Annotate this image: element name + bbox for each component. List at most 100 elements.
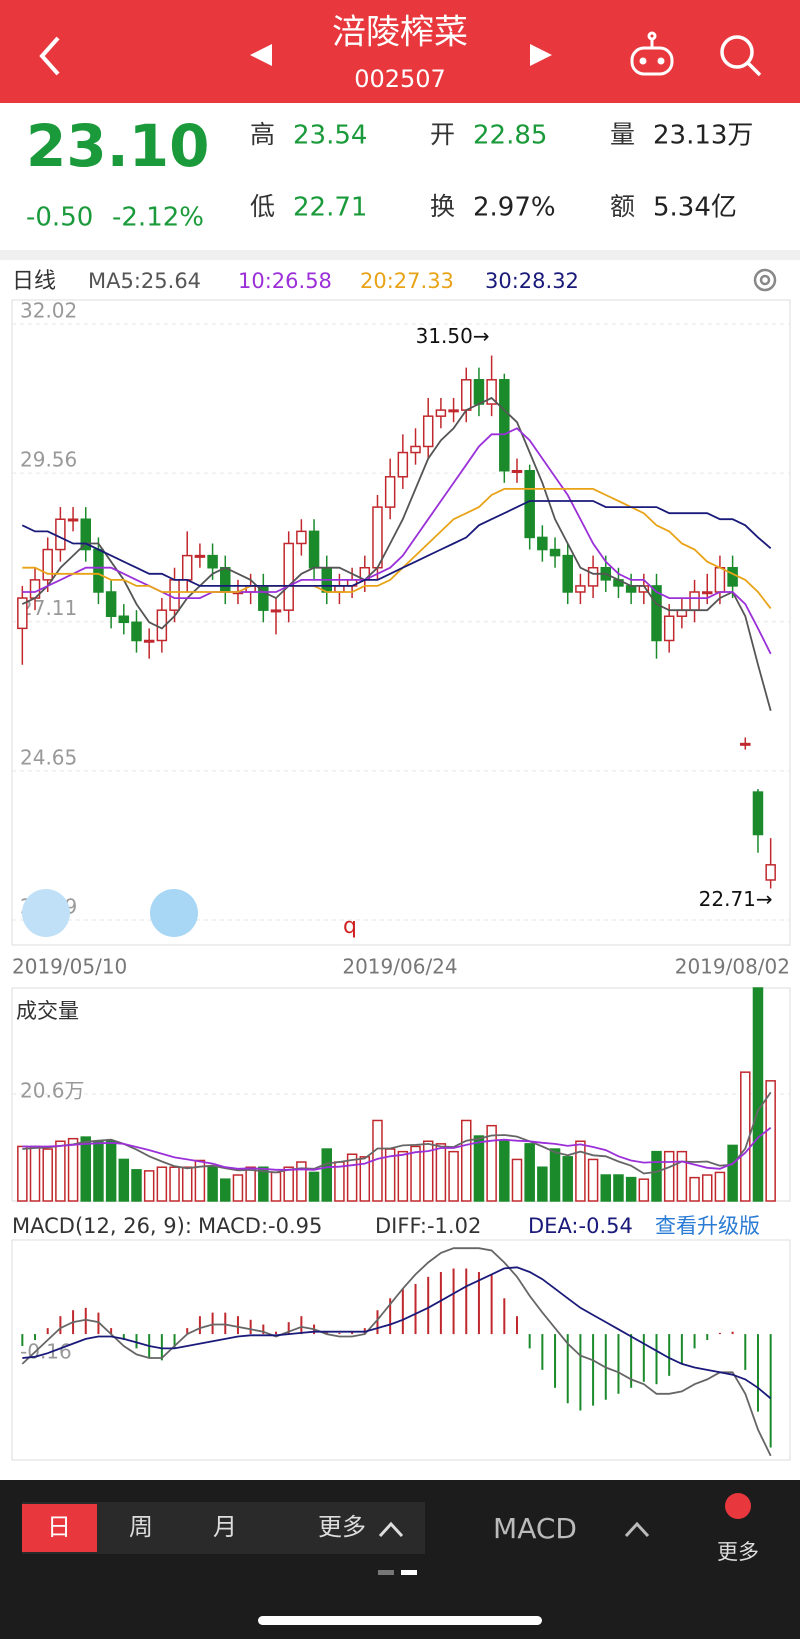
fullscreen-button[interactable] xyxy=(150,889,198,937)
candle-body xyxy=(308,530,320,569)
volume-ma-line xyxy=(22,1126,772,1171)
prev-stock[interactable] xyxy=(250,44,272,66)
home-indicator xyxy=(258,1616,542,1625)
candle-body xyxy=(524,469,535,539)
candle-body xyxy=(334,585,345,593)
candle-body xyxy=(663,615,675,642)
price: 23.10 xyxy=(26,112,209,180)
volume-bar xyxy=(549,1148,561,1202)
macd-label: DIFF:-1.02 xyxy=(375,1214,481,1238)
volume-bar xyxy=(67,1137,79,1202)
ma-line xyxy=(21,396,772,712)
volume-bar xyxy=(245,1166,256,1202)
volume-bar xyxy=(625,1176,637,1202)
chevron xyxy=(624,1521,650,1538)
page-dot xyxy=(401,1570,417,1575)
date-label: 2019/08/02 xyxy=(675,955,790,979)
volume-bar xyxy=(410,1145,421,1202)
candle-body xyxy=(537,536,548,551)
indicator-select[interactable]: MACD xyxy=(493,1512,577,1545)
back-button[interactable] xyxy=(39,36,60,76)
candle-body xyxy=(105,591,117,617)
more-button[interactable]: 更多 xyxy=(717,1540,759,1564)
candle-body xyxy=(511,469,523,473)
candle-body xyxy=(296,530,307,545)
candle-body xyxy=(486,379,497,405)
volume-bar xyxy=(181,1166,193,1202)
volume-bar xyxy=(169,1166,180,1202)
candle-body xyxy=(17,597,28,630)
candle-body xyxy=(435,409,447,417)
y-tick-label: -0.16 xyxy=(20,1340,72,1364)
volume-bar xyxy=(334,1161,345,1202)
volume-bar xyxy=(435,1143,447,1202)
candle-body xyxy=(765,864,776,881)
candle-body xyxy=(701,591,713,595)
macd-label: MACD(12, 26, 9): xyxy=(12,1214,192,1238)
candle-body xyxy=(93,548,104,593)
change-pct: -2.12% xyxy=(112,203,204,233)
date-label: 2019/06/24 xyxy=(342,955,457,979)
field-label: 换 xyxy=(430,192,455,221)
volume-bar xyxy=(701,1174,713,1202)
ma-line xyxy=(22,488,772,609)
volume-bar xyxy=(29,1145,41,1202)
chevron xyxy=(378,1521,404,1538)
candle-body xyxy=(651,585,662,642)
candle-body xyxy=(575,585,586,593)
candle-body xyxy=(194,554,206,558)
volume-bar xyxy=(143,1170,155,1202)
volume-bar xyxy=(156,1166,168,1202)
y-tick-label: 29.56 xyxy=(20,448,77,472)
low-label: 22.71→ xyxy=(699,887,773,911)
y-tick-label: 24.65 xyxy=(20,745,77,769)
tab[interactable]: 周 xyxy=(129,1513,153,1541)
volume-bar xyxy=(499,1140,510,1202)
volume-bar xyxy=(194,1159,206,1202)
y-tick-label: 27.11 xyxy=(20,596,77,620)
robot-icon[interactable] xyxy=(630,31,674,76)
volume-bar xyxy=(346,1153,358,1202)
volume-bar xyxy=(765,1080,776,1202)
volume-bar xyxy=(752,987,764,1202)
field-value: 5.34亿 xyxy=(653,193,737,223)
candle-body xyxy=(549,548,561,557)
volume-bar xyxy=(270,1171,282,1202)
candle-body xyxy=(461,379,472,411)
volume-bar xyxy=(461,1119,472,1202)
separator xyxy=(0,250,800,260)
stock-code: 002507 xyxy=(354,65,446,93)
y-tick-label: 32.02 xyxy=(20,299,77,323)
volume-bar xyxy=(473,1135,485,1202)
next-stock[interactable] xyxy=(530,44,552,66)
settings-icon[interactable] xyxy=(753,268,777,292)
candle-body xyxy=(55,518,66,551)
field-label: 高 xyxy=(250,120,275,149)
expand-button[interactable] xyxy=(22,889,70,937)
dea-line xyxy=(22,1266,772,1400)
candle-body xyxy=(181,554,193,581)
field-value: 23.54 xyxy=(293,121,367,151)
volume-bar xyxy=(422,1140,434,1202)
search-icon[interactable] xyxy=(720,35,762,77)
candle-body xyxy=(689,591,700,611)
page-dot xyxy=(378,1570,394,1575)
volume-bar xyxy=(131,1169,142,1202)
volume-bar xyxy=(359,1156,371,1202)
candle-body xyxy=(270,609,282,613)
field-label: 额 xyxy=(610,192,635,221)
tab[interactable]: 月 xyxy=(213,1513,237,1541)
tab[interactable]: 日 xyxy=(47,1513,71,1541)
volume-bar xyxy=(562,1156,573,1202)
candle-body xyxy=(625,585,637,593)
candle-body xyxy=(220,566,231,593)
volume-bar xyxy=(42,1148,53,1202)
candle-body xyxy=(384,476,396,508)
volume-bar xyxy=(220,1178,231,1202)
candle-body xyxy=(283,542,294,611)
tab[interactable]: 更多 xyxy=(318,1513,366,1541)
candle-body xyxy=(714,566,726,593)
y-tick-label: 20.6万 xyxy=(20,1078,85,1102)
field-value: 2.97% xyxy=(473,193,556,223)
